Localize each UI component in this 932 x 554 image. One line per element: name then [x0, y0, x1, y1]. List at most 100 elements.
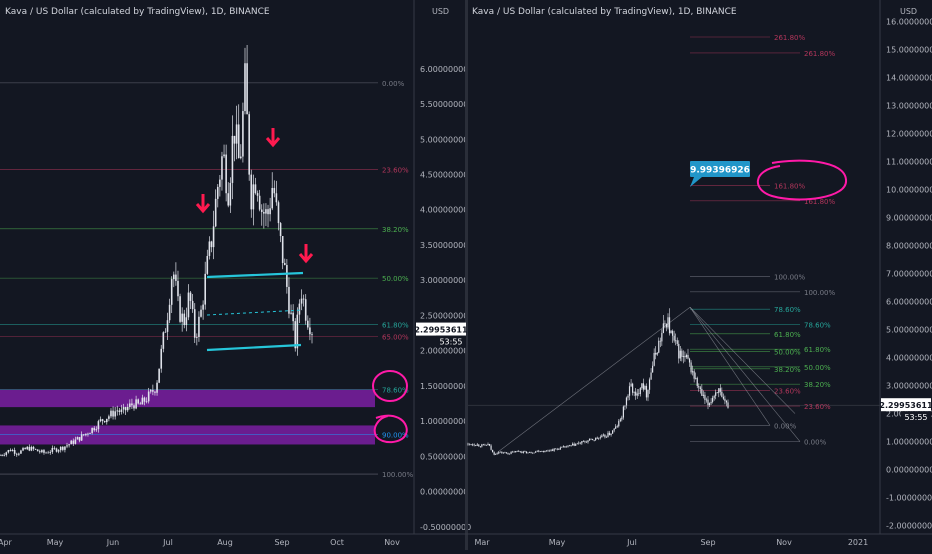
- left-fib-levels: 0.00% 23.60% 38.20% 50.00% 61.80% 65.00% 78.60…: [0, 80, 413, 479]
- right-chart-panel[interactable]: 261.80%161.80%100.00%78.60%61.80%50.00%3…: [467, 7, 880, 456]
- candle-body: [628, 386, 631, 396]
- candle-body: [185, 317, 188, 326]
- time-axis[interactable]: Apr May Jun Jul Aug Sep Oct Nov Mar May Jul Sep Nov 2…: [0, 533, 932, 547]
- candle-body: [275, 193, 278, 203]
- candle-body: [11, 450, 14, 452]
- candle-body: [59, 446, 62, 451]
- candle-body: [533, 452, 535, 454]
- arrow-down-icon: [195, 194, 211, 214]
- candle-body: [38, 451, 41, 453]
- right-x-tick: Mar: [474, 538, 490, 547]
- candle-body: [699, 387, 701, 389]
- right-price-axis[interactable]: USD 16.00000000 15.00000000 14.00000000 13.…: [879, 0, 932, 534]
- candle-body: [177, 280, 179, 297]
- candle-body: [74, 439, 77, 444]
- candle-body: [139, 403, 142, 405]
- fib-level-label: 65.00%: [382, 334, 409, 342]
- candle-body: [718, 388, 720, 394]
- fib-fan-line[interactable]: [689, 307, 801, 442]
- candle-body: [478, 444, 480, 447]
- fib-level-label: 161.80%: [774, 182, 805, 190]
- right-y-tick: 11.00000000: [886, 158, 932, 167]
- candle-body: [250, 174, 253, 210]
- price-callout[interactable]: 9.99396926: [690, 161, 750, 187]
- candle-body: [221, 156, 223, 180]
- candle-body: [685, 355, 688, 358]
- highlight-circle-90[interactable]: [373, 414, 408, 444]
- candle-body: [292, 312, 294, 322]
- left-y-tick: 3.00000000: [420, 276, 468, 285]
- projected-fib-label: 261.80%: [804, 50, 835, 58]
- candle-body: [149, 390, 152, 392]
- fib-zone-1[interactable]: [0, 425, 375, 445]
- candle-body: [608, 432, 611, 436]
- candle-body: [288, 286, 290, 314]
- candle-body: [678, 343, 680, 359]
- candle-body: [36, 449, 39, 452]
- candle-body: [538, 450, 540, 452]
- candle-body: [521, 451, 523, 453]
- fib-fan-line[interactable]: [494, 306, 691, 455]
- candle-body: [18, 453, 20, 455]
- candle-body: [49, 451, 52, 453]
- candle-body: [622, 406, 624, 418]
- candle-body: [294, 321, 297, 349]
- mid-dashed-line[interactable]: [206, 309, 304, 316]
- candle-body: [13, 450, 16, 454]
- fib-level-label: 100.00%: [774, 273, 805, 281]
- left-price-axis[interactable]: USD 6.00000000 5.50000000 5.00000000 4.5000…: [413, 0, 471, 534]
- price-tag-value: 2.29953611: [414, 326, 468, 335]
- candle-body: [110, 410, 112, 417]
- candle-body: [473, 444, 475, 446]
- candle-body: [189, 292, 192, 301]
- right-y-tick: 9.00000000: [886, 214, 932, 223]
- candle-body: [265, 209, 267, 214]
- fib-zone-0[interactable]: [0, 389, 375, 408]
- upper-trendline[interactable]: [206, 271, 304, 279]
- fib-level-label: 23.60%: [774, 387, 801, 395]
- price-tags: 2.29953611 53:55 2.29953611 53:55: [414, 322, 932, 424]
- lower-trendline[interactable]: [206, 343, 302, 352]
- candle-body: [244, 63, 246, 112]
- left-y-tick: -0.50000000: [420, 523, 471, 532]
- candle-body: [26, 446, 29, 450]
- left-price-tag: 2.29953611 53:55: [414, 322, 468, 348]
- candle-body: [516, 451, 518, 452]
- candle-body: [91, 427, 93, 434]
- candle-body: [527, 452, 529, 454]
- candle-body: [7, 450, 10, 453]
- fib-fan-line[interactable]: [689, 306, 796, 414]
- candle-body: [135, 399, 137, 409]
- candle-body: [147, 391, 150, 402]
- left-chart-panel[interactable]: 0.00% 23.60% 38.20% 50.00% 61.80% 65.00% 78.60…: [0, 7, 413, 479]
- candle-body: [198, 316, 200, 337]
- candle-body: [613, 428, 615, 431]
- candle-body: [528, 452, 531, 453]
- candle-body: [582, 441, 584, 442]
- candle-body: [103, 420, 106, 423]
- highlight-circle-161[interactable]: [756, 159, 848, 201]
- left-y-tick: 4.50000000: [420, 171, 468, 180]
- candle-body: [204, 273, 207, 305]
- candle-body: [688, 358, 691, 363]
- candle-body: [713, 395, 715, 398]
- candle-body: [475, 445, 477, 446]
- fib-level-label: 50.00%: [382, 275, 409, 283]
- highlight-circle-78[interactable]: [372, 370, 408, 402]
- fib-level-label: 61.80%: [774, 331, 801, 339]
- candle-body: [548, 450, 551, 452]
- candle-body: [567, 445, 569, 447]
- candle-body: [555, 448, 557, 450]
- right-y-tick: -1.00000000: [886, 494, 932, 503]
- candle-body: [618, 420, 620, 427]
- candle-body: [485, 445, 488, 446]
- panel-divider[interactable]: [465, 0, 468, 550]
- candle-body: [682, 356, 684, 357]
- candle-body: [596, 437, 598, 439]
- fib-fan-line[interactable]: [689, 307, 771, 426]
- candle-body: [522, 451, 524, 453]
- right-y-tick: 4.00000000: [886, 354, 932, 363]
- candle-body: [550, 449, 552, 451]
- candle-body: [719, 388, 721, 392]
- candle-body: [499, 451, 501, 453]
